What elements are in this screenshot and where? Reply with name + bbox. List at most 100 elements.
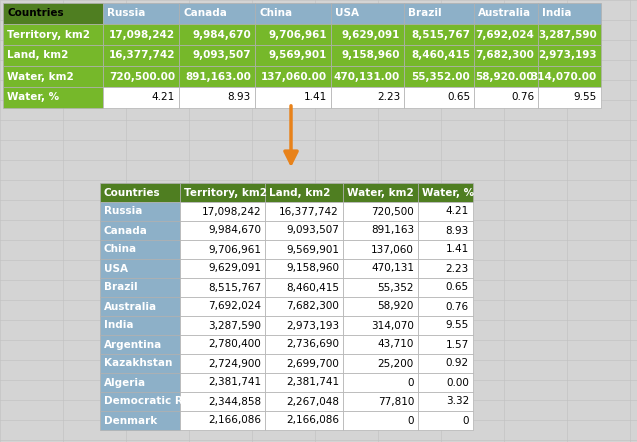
Text: 9,569,901: 9,569,901 — [286, 244, 339, 255]
Text: 9,984,670: 9,984,670 — [192, 30, 251, 39]
Bar — [3, 3, 103, 24]
Bar — [100, 240, 180, 259]
Bar — [103, 45, 179, 66]
Bar — [179, 66, 255, 87]
Text: Water, km2: Water, km2 — [7, 72, 74, 81]
Text: 7,682,300: 7,682,300 — [475, 50, 534, 61]
Text: 4.21: 4.21 — [446, 206, 469, 217]
Bar — [103, 87, 179, 108]
Text: 43,710: 43,710 — [378, 339, 414, 350]
Bar — [474, 45, 538, 66]
Text: 2,780,400: 2,780,400 — [208, 339, 261, 350]
Text: 58,920.00: 58,920.00 — [475, 72, 534, 81]
Bar — [418, 240, 473, 259]
Text: Canada: Canada — [104, 225, 148, 236]
Bar — [331, 87, 404, 108]
Text: USA: USA — [335, 8, 359, 19]
Bar — [418, 354, 473, 373]
Bar — [100, 316, 180, 335]
Bar — [265, 240, 343, 259]
Bar — [538, 24, 601, 45]
Bar — [179, 45, 255, 66]
Bar — [331, 24, 404, 45]
Text: 9,093,507: 9,093,507 — [286, 225, 339, 236]
Text: Land, km2: Land, km2 — [269, 187, 331, 198]
Text: 4.21: 4.21 — [152, 92, 175, 103]
Text: 0: 0 — [408, 377, 414, 388]
Bar — [343, 411, 418, 430]
Bar — [343, 278, 418, 297]
Bar — [404, 66, 474, 87]
Bar — [100, 278, 180, 297]
Text: 0: 0 — [462, 415, 469, 426]
Text: 9,093,507: 9,093,507 — [192, 50, 251, 61]
Bar — [343, 316, 418, 335]
Text: 0.76: 0.76 — [446, 301, 469, 312]
Bar — [265, 354, 343, 373]
Bar — [255, 3, 331, 24]
Bar — [418, 335, 473, 354]
Text: Brazil: Brazil — [408, 8, 441, 19]
Bar — [418, 297, 473, 316]
Text: Australia: Australia — [478, 8, 531, 19]
Bar — [100, 183, 180, 202]
Text: Water, km2: Water, km2 — [347, 187, 414, 198]
Text: 314,070.00: 314,070.00 — [531, 72, 597, 81]
Bar — [100, 392, 180, 411]
Text: 3.32: 3.32 — [446, 396, 469, 407]
Text: 7,682,300: 7,682,300 — [286, 301, 339, 312]
Text: 2,973,193: 2,973,193 — [538, 50, 597, 61]
Bar — [100, 259, 180, 278]
Bar — [265, 316, 343, 335]
Bar — [265, 335, 343, 354]
Bar — [343, 373, 418, 392]
Text: 2,381,741: 2,381,741 — [208, 377, 261, 388]
Bar — [265, 221, 343, 240]
Bar — [3, 87, 103, 108]
Text: 1.41: 1.41 — [304, 92, 327, 103]
Bar — [100, 202, 180, 221]
Bar — [343, 354, 418, 373]
Text: 77,810: 77,810 — [378, 396, 414, 407]
Text: 891,163.00: 891,163.00 — [185, 72, 251, 81]
Text: 17,098,242: 17,098,242 — [201, 206, 261, 217]
Bar — [404, 45, 474, 66]
Bar — [180, 335, 265, 354]
Bar — [100, 221, 180, 240]
Bar — [255, 45, 331, 66]
Bar — [331, 66, 404, 87]
Bar — [180, 259, 265, 278]
Bar — [180, 278, 265, 297]
Bar — [265, 183, 343, 202]
Bar — [343, 335, 418, 354]
Bar — [180, 183, 265, 202]
Text: 7,692,024: 7,692,024 — [208, 301, 261, 312]
Bar — [404, 24, 474, 45]
Bar — [180, 373, 265, 392]
Text: 0.76: 0.76 — [511, 92, 534, 103]
Text: 3,287,590: 3,287,590 — [538, 30, 597, 39]
Text: 3,287,590: 3,287,590 — [208, 320, 261, 331]
Text: 8,460,415: 8,460,415 — [411, 50, 470, 61]
Text: Democratic R: Democratic R — [104, 396, 183, 407]
Text: 720,500: 720,500 — [371, 206, 414, 217]
Text: 16,377,742: 16,377,742 — [279, 206, 339, 217]
Text: 137,060.00: 137,060.00 — [261, 72, 327, 81]
Text: Water, %: Water, % — [7, 92, 59, 103]
Text: Brazil: Brazil — [104, 282, 138, 293]
Text: 1.41: 1.41 — [446, 244, 469, 255]
Text: 8.93: 8.93 — [228, 92, 251, 103]
Text: 2,724,900: 2,724,900 — [208, 358, 261, 369]
Bar — [100, 354, 180, 373]
Text: Canada: Canada — [183, 8, 227, 19]
Bar — [265, 259, 343, 278]
Text: Denmark: Denmark — [104, 415, 157, 426]
Text: Countries: Countries — [7, 8, 64, 19]
Bar — [180, 240, 265, 259]
Text: Land, km2: Land, km2 — [7, 50, 68, 61]
Bar — [474, 3, 538, 24]
Text: 2.23: 2.23 — [376, 92, 400, 103]
Text: 2,381,741: 2,381,741 — [286, 377, 339, 388]
Bar — [179, 87, 255, 108]
Text: 137,060: 137,060 — [371, 244, 414, 255]
